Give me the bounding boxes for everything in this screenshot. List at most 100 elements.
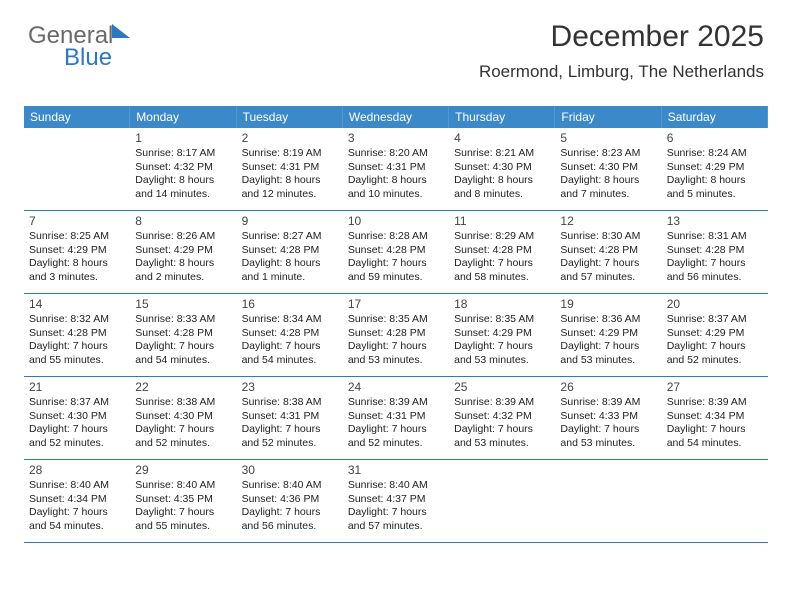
sunset-text: Sunset: 4:32 PM — [454, 410, 550, 423]
daylight-text: Daylight: 8 hours and 10 minutes. — [348, 174, 444, 201]
daylight-text: Daylight: 7 hours and 56 minutes. — [242, 506, 338, 533]
day-number: 10 — [348, 214, 444, 229]
sunrise-text: Sunrise: 8:26 AM — [135, 230, 231, 243]
day-number: 21 — [29, 380, 125, 395]
day-cell — [449, 460, 555, 542]
sunset-text: Sunset: 4:30 PM — [135, 410, 231, 423]
sunset-text: Sunset: 4:28 PM — [242, 244, 338, 257]
daylight-text: Daylight: 7 hours and 52 minutes. — [135, 423, 231, 450]
day-cell: 25Sunrise: 8:39 AMSunset: 4:32 PMDayligh… — [449, 377, 555, 459]
day-number: 5 — [560, 131, 656, 146]
day-cell: 13Sunrise: 8:31 AMSunset: 4:28 PMDayligh… — [662, 211, 768, 293]
day-number: 3 — [348, 131, 444, 146]
sunrise-text: Sunrise: 8:40 AM — [135, 479, 231, 492]
daylight-text: Daylight: 8 hours and 5 minutes. — [667, 174, 763, 201]
sunrise-text: Sunrise: 8:33 AM — [135, 313, 231, 326]
sunset-text: Sunset: 4:28 PM — [667, 244, 763, 257]
daylight-text: Daylight: 7 hours and 53 minutes. — [560, 423, 656, 450]
day-cell: 17Sunrise: 8:35 AMSunset: 4:28 PMDayligh… — [343, 294, 449, 376]
daylight-text: Daylight: 8 hours and 8 minutes. — [454, 174, 550, 201]
daylight-text: Daylight: 7 hours and 52 minutes. — [667, 340, 763, 367]
brand-triangle-icon — [112, 24, 130, 38]
daylight-text: Daylight: 7 hours and 54 minutes. — [667, 423, 763, 450]
brand-logo: General Blue — [28, 24, 113, 70]
sunrise-text: Sunrise: 8:39 AM — [454, 396, 550, 409]
day-number: 24 — [348, 380, 444, 395]
sunset-text: Sunset: 4:30 PM — [29, 410, 125, 423]
sunset-text: Sunset: 4:30 PM — [454, 161, 550, 174]
week-row: 1Sunrise: 8:17 AMSunset: 4:32 PMDaylight… — [24, 128, 768, 211]
weekday-header: Sunday — [24, 106, 130, 128]
sunrise-text: Sunrise: 8:37 AM — [29, 396, 125, 409]
sunset-text: Sunset: 4:29 PM — [135, 244, 231, 257]
daylight-text: Daylight: 7 hours and 53 minutes. — [560, 340, 656, 367]
sunrise-text: Sunrise: 8:40 AM — [348, 479, 444, 492]
day-number: 17 — [348, 297, 444, 312]
day-number: 26 — [560, 380, 656, 395]
daylight-text: Daylight: 7 hours and 53 minutes. — [454, 340, 550, 367]
sunrise-text: Sunrise: 8:39 AM — [667, 396, 763, 409]
day-cell: 28Sunrise: 8:40 AMSunset: 4:34 PMDayligh… — [24, 460, 130, 542]
day-cell: 12Sunrise: 8:30 AMSunset: 4:28 PMDayligh… — [555, 211, 661, 293]
sunset-text: Sunset: 4:32 PM — [135, 161, 231, 174]
sunrise-text: Sunrise: 8:40 AM — [29, 479, 125, 492]
sunset-text: Sunset: 4:31 PM — [348, 410, 444, 423]
sunrise-text: Sunrise: 8:36 AM — [560, 313, 656, 326]
location-subtitle: Roermond, Limburg, The Netherlands — [479, 62, 764, 82]
sunset-text: Sunset: 4:29 PM — [667, 327, 763, 340]
day-number: 27 — [667, 380, 763, 395]
sunrise-text: Sunrise: 8:34 AM — [242, 313, 338, 326]
day-number: 18 — [454, 297, 550, 312]
day-number: 16 — [242, 297, 338, 312]
brand-part2: Blue — [64, 46, 113, 70]
sunset-text: Sunset: 4:30 PM — [560, 161, 656, 174]
sunset-text: Sunset: 4:29 PM — [454, 327, 550, 340]
daylight-text: Daylight: 7 hours and 57 minutes. — [348, 506, 444, 533]
daylight-text: Daylight: 7 hours and 57 minutes. — [560, 257, 656, 284]
weekday-header: Thursday — [449, 106, 555, 128]
sunrise-text: Sunrise: 8:17 AM — [135, 147, 231, 160]
weekday-header: Friday — [555, 106, 661, 128]
sunrise-text: Sunrise: 8:38 AM — [135, 396, 231, 409]
day-cell: 5Sunrise: 8:23 AMSunset: 4:30 PMDaylight… — [555, 128, 661, 210]
day-cell: 7Sunrise: 8:25 AMSunset: 4:29 PMDaylight… — [24, 211, 130, 293]
daylight-text: Daylight: 8 hours and 7 minutes. — [560, 174, 656, 201]
day-cell: 29Sunrise: 8:40 AMSunset: 4:35 PMDayligh… — [130, 460, 236, 542]
sunset-text: Sunset: 4:34 PM — [667, 410, 763, 423]
sunset-text: Sunset: 4:28 PM — [560, 244, 656, 257]
sunset-text: Sunset: 4:31 PM — [348, 161, 444, 174]
sunrise-text: Sunrise: 8:35 AM — [348, 313, 444, 326]
day-number: 23 — [242, 380, 338, 395]
sunset-text: Sunset: 4:31 PM — [242, 410, 338, 423]
day-cell: 14Sunrise: 8:32 AMSunset: 4:28 PMDayligh… — [24, 294, 130, 376]
daylight-text: Daylight: 8 hours and 1 minute. — [242, 257, 338, 284]
day-cell — [24, 128, 130, 210]
daylight-text: Daylight: 7 hours and 52 minutes. — [348, 423, 444, 450]
weekday-header: Monday — [130, 106, 236, 128]
sunrise-text: Sunrise: 8:23 AM — [560, 147, 656, 160]
sunrise-text: Sunrise: 8:30 AM — [560, 230, 656, 243]
day-number: 20 — [667, 297, 763, 312]
day-cell: 31Sunrise: 8:40 AMSunset: 4:37 PMDayligh… — [343, 460, 449, 542]
sunset-text: Sunset: 4:28 PM — [348, 327, 444, 340]
sunset-text: Sunset: 4:28 PM — [242, 327, 338, 340]
sunrise-text: Sunrise: 8:19 AM — [242, 147, 338, 160]
daylight-text: Daylight: 7 hours and 59 minutes. — [348, 257, 444, 284]
day-number: 6 — [667, 131, 763, 146]
day-cell: 22Sunrise: 8:38 AMSunset: 4:30 PMDayligh… — [130, 377, 236, 459]
day-cell: 1Sunrise: 8:17 AMSunset: 4:32 PMDaylight… — [130, 128, 236, 210]
week-row: 7Sunrise: 8:25 AMSunset: 4:29 PMDaylight… — [24, 211, 768, 294]
day-cell: 9Sunrise: 8:27 AMSunset: 4:28 PMDaylight… — [237, 211, 343, 293]
day-cell: 3Sunrise: 8:20 AMSunset: 4:31 PMDaylight… — [343, 128, 449, 210]
day-cell: 26Sunrise: 8:39 AMSunset: 4:33 PMDayligh… — [555, 377, 661, 459]
daylight-text: Daylight: 7 hours and 56 minutes. — [667, 257, 763, 284]
weekday-header: Tuesday — [237, 106, 343, 128]
sunset-text: Sunset: 4:28 PM — [454, 244, 550, 257]
day-number: 8 — [135, 214, 231, 229]
sunset-text: Sunset: 4:28 PM — [135, 327, 231, 340]
daylight-text: Daylight: 7 hours and 54 minutes. — [135, 340, 231, 367]
daylight-text: Daylight: 7 hours and 52 minutes. — [29, 423, 125, 450]
sunrise-text: Sunrise: 8:39 AM — [348, 396, 444, 409]
day-number: 12 — [560, 214, 656, 229]
sunrise-text: Sunrise: 8:27 AM — [242, 230, 338, 243]
